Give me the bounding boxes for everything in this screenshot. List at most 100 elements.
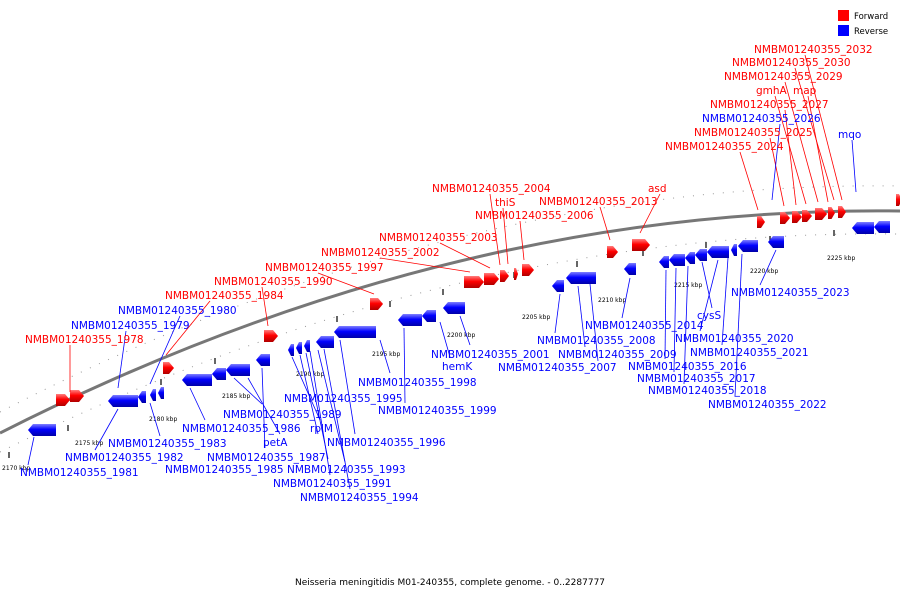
reverse-gene-arrow[interactable]: [566, 272, 596, 284]
gene-label[interactable]: gmhA: [756, 85, 788, 97]
reverse-gene-arrow[interactable]: [398, 314, 422, 326]
forward-gene-arrow[interactable]: [802, 210, 812, 222]
forward-gene-arrow[interactable]: [522, 264, 534, 276]
gene-label[interactable]: hemK: [442, 361, 473, 373]
reverse-gene-arrow[interactable]: [731, 244, 737, 256]
reverse-gene-arrow[interactable]: [552, 280, 564, 292]
reverse-gene-arrow[interactable]: [304, 340, 310, 352]
reverse-gene-arrow[interactable]: [182, 374, 212, 386]
reverse-gene-arrow[interactable]: [28, 424, 56, 436]
gene-label[interactable]: NMBM01240355_1995: [284, 393, 403, 405]
gene-label[interactable]: NMBM01240355_2032: [754, 44, 873, 56]
reverse-gene-arrow[interactable]: [158, 387, 164, 399]
gene-label[interactable]: NMBM01240355_2029: [724, 71, 843, 83]
gene-label[interactable]: NMBM01240355_2006: [475, 210, 594, 222]
gene-label[interactable]: NMBM01240355_1986: [182, 423, 301, 435]
forward-gene-arrow[interactable]: [828, 207, 835, 219]
gene-label[interactable]: NMBM01240355_2016: [628, 361, 747, 373]
gene-label[interactable]: NMBM01240355_2021: [690, 347, 809, 359]
gene-label[interactable]: NMBM01240355_1993: [287, 464, 406, 476]
gene-label[interactable]: NMBM01240355_2007: [498, 362, 617, 374]
reverse-gene-arrow[interactable]: [316, 336, 334, 348]
gene-label[interactable]: NMBM01240355_1998: [358, 377, 477, 389]
forward-gene-arrow[interactable]: [163, 362, 174, 374]
forward-gene-arrow[interactable]: [56, 394, 70, 406]
gene-label[interactable]: NMBM01240355_2027: [710, 99, 829, 111]
gene-label[interactable]: NMBM01240355_2022: [708, 399, 827, 411]
gene-label[interactable]: NMBM01240355_2001: [431, 349, 550, 361]
gene-label[interactable]: NMBM01240355_1990: [214, 276, 333, 288]
gene-label[interactable]: NMBM01240355_2017: [637, 373, 756, 385]
gene-label[interactable]: NMBM01240355_1994: [300, 492, 419, 504]
gene-label[interactable]: mqo: [838, 129, 861, 141]
gene-label[interactable]: NMBM01240355_1985: [165, 464, 284, 476]
forward-gene-arrow[interactable]: [70, 390, 84, 402]
gene-label[interactable]: thiS: [495, 197, 516, 209]
gene-label[interactable]: NMBM01240355_2014: [585, 320, 704, 332]
reverse-gene-arrow[interactable]: [422, 310, 436, 322]
forward-gene-arrow[interactable]: [514, 268, 518, 280]
reverse-gene-arrow[interactable]: [852, 222, 874, 234]
reverse-gene-arrow[interactable]: [150, 389, 156, 401]
forward-gene-arrow[interactable]: [484, 273, 499, 285]
reverse-gene-arrow[interactable]: [226, 364, 250, 376]
gene-label[interactable]: NMBM01240355_2009: [558, 349, 677, 361]
gene-label[interactable]: NMBM01240355_1978: [25, 334, 144, 346]
gene-label[interactable]: cysS: [697, 310, 721, 322]
gene-label[interactable]: NMBM01240355_1996: [327, 437, 446, 449]
reverse-gene-arrow[interactable]: [768, 236, 784, 248]
gene-label[interactable]: NMBM01240355_1980: [118, 305, 237, 317]
reverse-gene-arrow[interactable]: [256, 354, 270, 366]
reverse-gene-arrow[interactable]: [212, 368, 226, 380]
gene-label[interactable]: NMBM01240355_2004: [432, 183, 551, 195]
reverse-gene-arrow[interactable]: [685, 252, 695, 264]
forward-gene-arrow[interactable]: [815, 208, 827, 220]
gene-label[interactable]: rplM: [310, 423, 333, 435]
gene-label[interactable]: map: [793, 85, 817, 97]
reverse-gene-arrow[interactable]: [707, 246, 729, 258]
gene-label[interactable]: NMBM01240355_2024: [665, 141, 784, 153]
gene-label[interactable]: petA: [263, 437, 288, 449]
forward-gene-arrow[interactable]: [780, 212, 790, 224]
reverse-gene-arrow[interactable]: [108, 395, 138, 407]
forward-gene-arrow[interactable]: [607, 246, 618, 258]
forward-gene-arrow[interactable]: [838, 206, 846, 218]
gene-label[interactable]: NMBM01240355_1983: [108, 438, 227, 450]
reverse-gene-arrow[interactable]: [659, 256, 669, 268]
reverse-gene-arrow[interactable]: [874, 221, 890, 233]
gene-label[interactable]: asd: [648, 183, 667, 195]
reverse-gene-arrow[interactable]: [669, 254, 685, 266]
reverse-gene-arrow[interactable]: [695, 249, 707, 261]
gene-label[interactable]: NMBM01240355_1979: [71, 320, 190, 332]
gene-label[interactable]: NMBM01240355_2023: [731, 287, 850, 299]
reverse-gene-arrow[interactable]: [296, 342, 302, 354]
gene-label[interactable]: NMBM01240355_2008: [537, 335, 656, 347]
forward-gene-arrow[interactable]: [757, 216, 765, 228]
gene-label[interactable]: NMBM01240355_1991: [273, 478, 392, 490]
reverse-gene-arrow[interactable]: [334, 326, 376, 338]
gene-label[interactable]: NMBM01240355_2003: [379, 232, 498, 244]
forward-gene-arrow[interactable]: [264, 330, 278, 342]
gene-label[interactable]: NMBM01240355_2013: [539, 196, 658, 208]
gene-label[interactable]: NMBM01240355_1984: [165, 290, 284, 302]
reverse-gene-arrow[interactable]: [738, 240, 758, 252]
forward-gene-arrow[interactable]: [896, 194, 900, 206]
gene-label[interactable]: NMBM01240355_2020: [675, 333, 794, 345]
gene-label[interactable]: NMBM01240355_1987: [207, 452, 326, 464]
reverse-gene-arrow[interactable]: [138, 391, 146, 403]
forward-gene-arrow[interactable]: [370, 298, 383, 310]
reverse-gene-arrow[interactable]: [288, 344, 294, 356]
gene-label[interactable]: NMBM01240355_2002: [321, 247, 440, 259]
forward-gene-arrow[interactable]: [792, 211, 802, 223]
gene-label[interactable]: NMBM01240355_1982: [65, 452, 184, 464]
forward-gene-arrow[interactable]: [464, 276, 484, 288]
gene-label[interactable]: NMBM01240355_2025: [694, 127, 813, 139]
gene-label[interactable]: NMBM01240355_2030: [732, 57, 851, 69]
forward-gene-arrow[interactable]: [500, 270, 509, 282]
gene-label[interactable]: NMBM01240355_2018: [648, 385, 767, 397]
gene-label[interactable]: NMBM01240355_1989: [223, 409, 342, 421]
gene-label[interactable]: NMBM01240355_1999: [378, 405, 497, 417]
gene-label[interactable]: NMBM01240355_2026: [702, 113, 821, 125]
gene-label[interactable]: NMBM01240355_1997: [265, 262, 384, 274]
gene-label[interactable]: NMBM01240355_1981: [20, 467, 139, 479]
